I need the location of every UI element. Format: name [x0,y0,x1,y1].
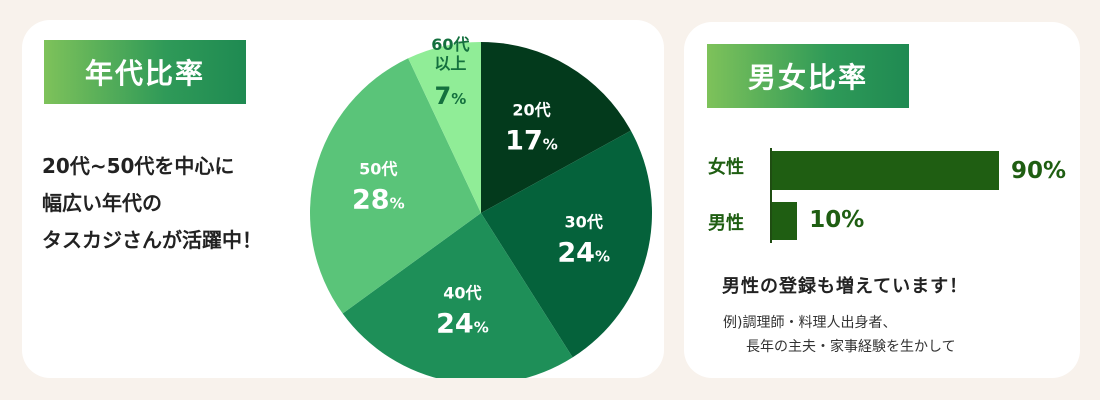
note-line: 例)調理師・料理人出身者、 [723,315,897,331]
gender-ratio-heading: 男女比率 [707,44,909,108]
gender-ratio-card: 男女比率 女性 男性 90% 10% 男性の登録も増えています！ 例)調理師・料… [684,22,1080,378]
pie-category-label: 50代 [359,160,397,179]
pie-slice [309,58,481,314]
bar-value-male: 10% [809,207,865,233]
age-description: 20代~50代を中心に 幅広い年代の タスカジさんが活躍中！ [42,148,322,259]
age-description-line: 20代~50代を中心に [42,154,235,178]
pie-value-label: 7% [435,82,467,110]
pie-slice [342,213,573,378]
note-title: 男性の登録も増えています！ [722,276,969,297]
bar-label-female: 女性 [708,157,744,178]
pie-category-label: 60代 [431,35,469,54]
pie-category-label: 30代 [565,212,603,231]
pie-slice [481,42,631,213]
note-line: 長年の主夫・家事経験を生かして [746,339,956,355]
pie-value-label: 24% [436,308,489,339]
pie-category-label: 40代 [443,283,481,302]
pie-value-label: 24% [557,237,610,268]
pie-slice [481,130,652,358]
bar-value-female: 90% [1011,158,1067,184]
age-ratio-card: 年代比率 20代~50代を中心に 幅広い年代の タスカジさんが活躍中！ 20代 1… [22,20,664,378]
pie-category-label: 20代 [512,101,550,120]
pie-slice [408,42,481,213]
age-description-line: 幅広い年代の [42,191,162,215]
bar-label-male: 男性 [708,213,744,234]
pie-value-label: 28% [352,185,405,216]
age-ratio-heading: 年代比率 [44,40,246,104]
pie-category-label: 以上 [434,54,466,73]
bar-axis [770,148,772,243]
age-description-line: タスカジさんが活躍中！ [42,228,262,252]
bar-male [772,202,798,240]
bar-female [772,151,999,190]
pie-value-label: 17% [505,126,558,157]
